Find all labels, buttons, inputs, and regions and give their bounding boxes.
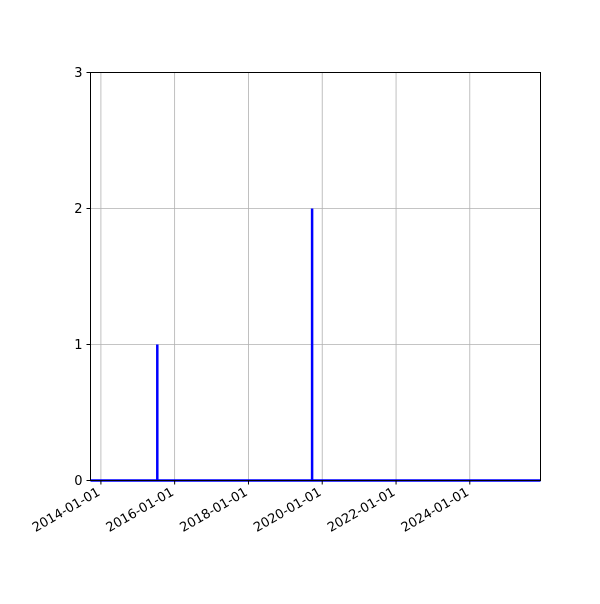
x-tick-label: 2022-01-01 [325,485,398,536]
y-tick-label: 0 [74,474,82,489]
plot-frame [90,72,541,481]
x-tick-label: 2014-01-01 [30,485,103,536]
y-tick-label: 3 [74,66,82,81]
x-tick-label: 2024-01-01 [399,485,472,536]
x-tick-label: 2018-01-01 [178,485,251,536]
y-tick-label: 1 [74,338,82,353]
x-tick-label: 2016-01-01 [104,485,177,536]
x-axis: 2014-01-01 2016-01-01 2018-01-01 2020-01-01… [30,480,472,536]
y-tick-label: 2 [74,202,82,217]
x-tick-label: 2020-01-01 [251,485,324,536]
y-axis: 0 1 2 3 [74,66,91,489]
